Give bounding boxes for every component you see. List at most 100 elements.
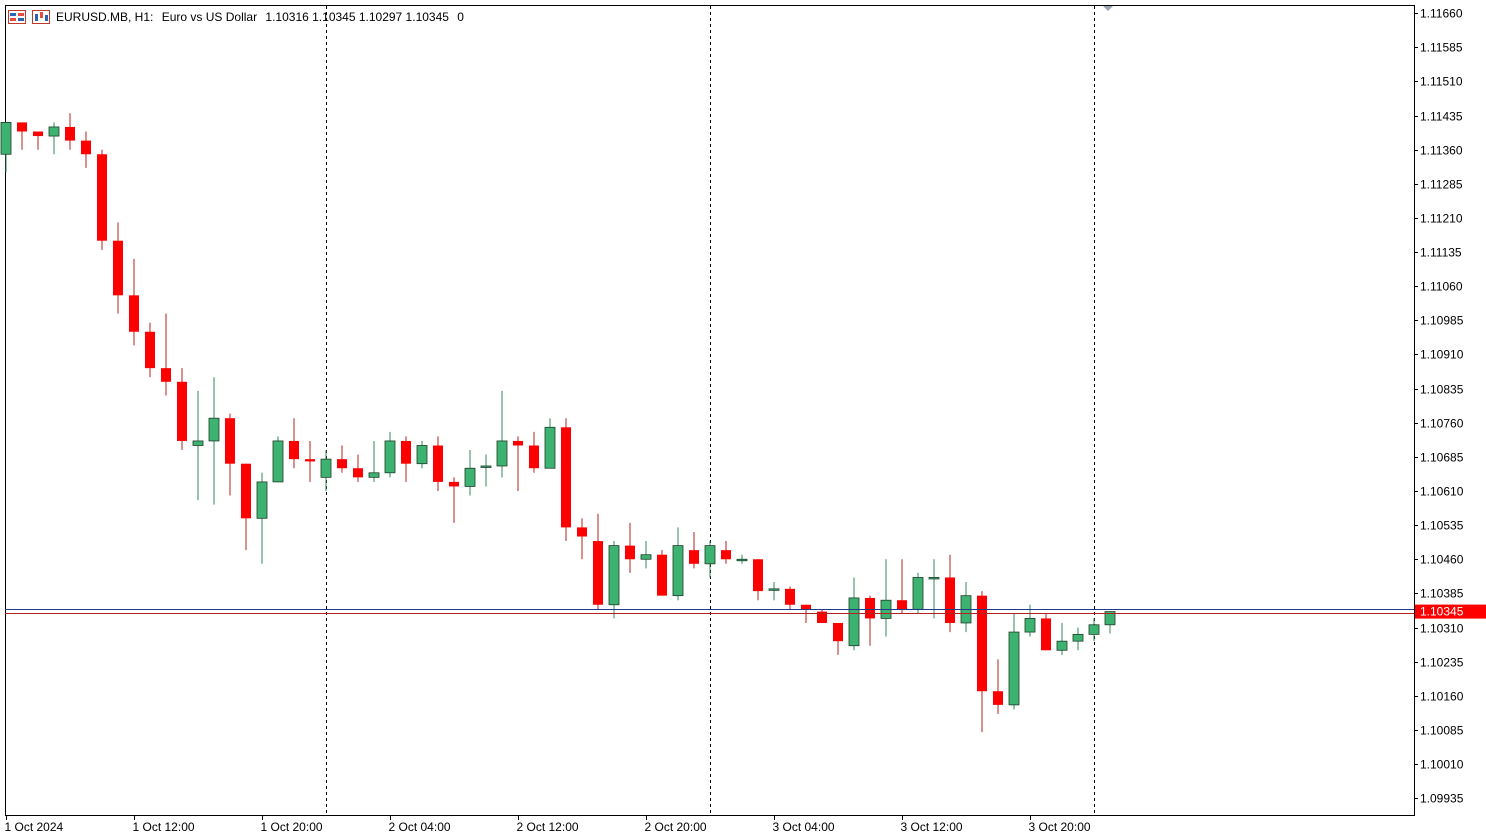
candle-body [225,418,235,464]
candle-body [256,481,268,519]
candle-body [513,440,523,446]
x-tick-label: 2 Oct 20:00 [645,820,707,834]
chart-window-icon[interactable] [8,10,26,24]
y-tick-label: 1.10310 [1420,622,1464,636]
plot-frame [5,5,1415,816]
candle-body [208,417,220,442]
candle-body [593,541,603,605]
chart-header: EURUSD.MB, H1: Euro vs US Dollar 1.10316… [8,10,469,24]
candle-body [848,597,860,647]
x-tick-label: 2 Oct 12:00 [517,820,579,834]
candle-body [640,554,652,560]
candle-body [305,459,315,462]
x-tick-label: 3 Oct 20:00 [1029,820,1091,834]
candle-body [753,559,763,592]
chart-type-icon[interactable] [32,10,50,24]
candle-body [672,545,684,597]
candle-body [161,368,171,382]
candle-body [657,554,667,596]
y-tick-label: 1.11285 [1420,178,1463,192]
candle-body [368,472,380,478]
candle-body [529,445,539,469]
y-tick-label: 1.10160 [1420,690,1464,704]
candle-body [1008,631,1020,706]
candle-body [1041,618,1051,651]
candle-body [464,467,476,487]
x-tick-label: 3 Oct 12:00 [901,820,963,834]
candle-body [577,527,587,537]
candle-body [817,611,827,623]
symbol-label: EURUSD.MB, H1: [56,10,154,24]
candle-body [384,440,396,474]
y-tick-label: 1.10910 [1420,348,1464,362]
candle-body [97,154,107,241]
candle-body [65,126,75,141]
candle-body [241,463,251,519]
candle-body [561,427,571,528]
candle-body [1072,633,1084,642]
y-tick-label: 1.10535 [1420,519,1464,533]
candle-body [1088,624,1100,635]
candle-body [736,558,748,562]
candle-body [833,622,843,642]
candle-body [48,126,60,137]
chart-info: EURUSD.MB, H1: Euro vs US Dollar 1.10316… [56,10,469,24]
candle-body [17,122,27,132]
x-tick-label: 3 Oct 04:00 [773,820,835,834]
candle-body [625,545,635,560]
y-tick-label: 1.09935 [1420,792,1464,806]
x-tick-label: 1 Oct 12:00 [133,820,195,834]
y-tick-label: 1.10610 [1420,485,1464,499]
candle-body [401,440,411,464]
y-tick-label: 1.10835 [1420,383,1464,397]
y-tick-label: 1.11210 [1420,212,1463,226]
candle-body [993,691,1003,705]
candle-body [865,597,875,619]
candle-body [113,240,123,296]
candle-body [1024,618,1036,633]
y-tick-label: 1.10085 [1420,724,1464,738]
candle-body [433,445,443,482]
candle-body [801,604,811,610]
candle-body [81,140,91,155]
y-tick-label: 1.10385 [1420,587,1464,601]
current-price-text: 1.10345 [1420,605,1464,619]
candle-body [416,445,428,465]
candle-body [320,458,332,478]
y-tick-label: 1.11585 [1420,41,1463,55]
candle-body [721,550,731,560]
candle-body [145,331,155,369]
candle-body [945,577,955,623]
chart-shift-marker[interactable] [1103,6,1113,11]
candle-body [897,600,907,610]
candle-body [289,440,299,460]
y-tick-label: 1.11135 [1420,246,1462,260]
candle-body [608,545,620,606]
candle-body [480,465,492,468]
candle-body [689,550,699,564]
candle-body [544,426,556,469]
candle-body [337,459,347,469]
y-tick-label: 1.10235 [1420,656,1464,670]
y-tick-label: 1.11510 [1420,75,1463,89]
y-tick-label: 1.11435 [1420,110,1463,124]
candle-body [785,588,795,605]
candle-body [704,545,716,565]
extra-value: 0 [457,10,464,24]
ohlc-values: 1.10316 1.10345 1.10297 1.10345 [265,10,449,24]
y-tick-label: 1.10685 [1420,451,1464,465]
candle-body [1056,640,1068,651]
y-tick-label: 1.10460 [1420,553,1464,567]
candle-body [1104,611,1116,626]
candle-body [0,122,12,155]
symbol-description: Euro vs US Dollar [161,10,258,24]
candle-body [768,588,780,591]
y-tick-label: 1.11060 [1420,280,1463,294]
candle-body [928,577,940,580]
current-price-label [1415,604,1486,619]
candle-body [912,577,924,610]
x-tick-label: 1 Oct 2024 [5,820,64,834]
x-tick-label: 2 Oct 04:00 [389,820,451,834]
candle-body [353,468,363,478]
